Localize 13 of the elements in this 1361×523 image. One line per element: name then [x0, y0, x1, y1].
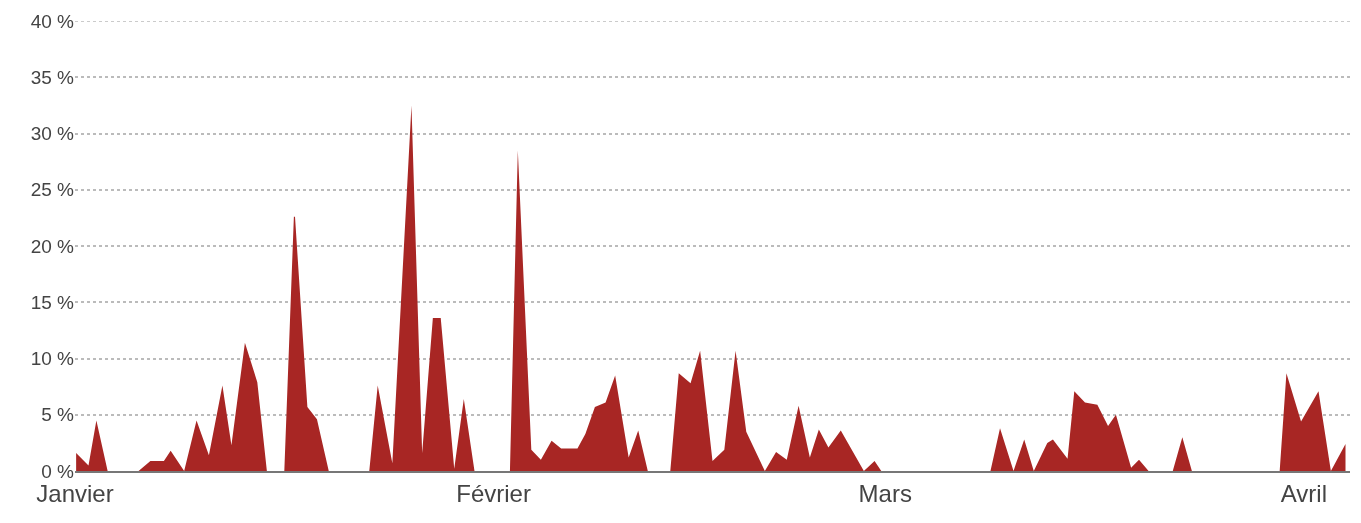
- x-tick-label: Mars: [858, 479, 912, 507]
- y-tick-label: 40 %: [30, 10, 75, 32]
- y-tick-label: 0 %: [41, 460, 75, 482]
- y-tick-label: 20 %: [30, 235, 75, 257]
- x-tick-label: Janvier: [36, 479, 114, 507]
- y-tick-label: 15 %: [30, 291, 75, 313]
- y-tick-label: 35 %: [30, 66, 75, 88]
- y-tick-label: 25 %: [30, 179, 75, 201]
- x-tick-label: Avril: [1280, 479, 1327, 507]
- y-tick-label: 10 %: [30, 348, 75, 370]
- y-tick-label: 30 %: [30, 123, 75, 145]
- x-tick-label: Février: [456, 479, 531, 507]
- y-tick-label: 5 %: [41, 404, 75, 426]
